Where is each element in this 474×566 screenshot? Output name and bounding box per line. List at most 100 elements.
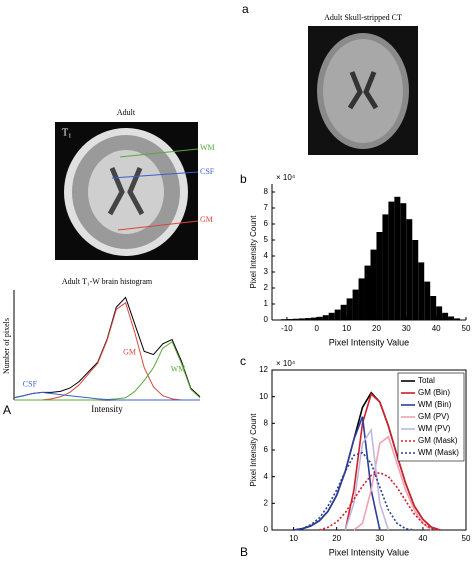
x-tick-label: 50 (462, 324, 471, 333)
legend-label: GM (PV) (418, 412, 449, 421)
x-tick-label: 40 (418, 534, 427, 543)
bar (328, 312, 335, 320)
bar (340, 304, 347, 320)
legend-label: GM (Bin) (418, 388, 450, 397)
series-label: CSF (23, 379, 38, 388)
bar (286, 319, 293, 320)
y-tick-label: 0 (264, 525, 269, 534)
y-tick-label: 4 (264, 251, 269, 260)
panel-label: b (240, 172, 247, 186)
y-tick-label: 7 (264, 203, 269, 212)
bar (352, 289, 359, 320)
x-tick-label: 10 (289, 534, 298, 543)
y-axis-label: Pixel Intensity Count (249, 215, 258, 289)
pointer-line (111, 171, 199, 179)
y-tick-label: 4 (264, 472, 269, 481)
series-label: GM (123, 348, 136, 357)
y-multiplier: × 10⁴ (276, 359, 296, 368)
bar (448, 316, 455, 320)
line-series (293, 451, 415, 531)
bar (298, 318, 305, 320)
legend-label: GM (Mask) (418, 436, 458, 445)
bar (346, 298, 353, 320)
line-series (13, 391, 200, 401)
y-axis-label: Pixel Intensity Count (249, 413, 258, 487)
bar (424, 281, 431, 320)
y-tick-label: 2 (264, 283, 269, 292)
x-tick-label: 50 (462, 534, 471, 543)
line-series (13, 296, 201, 399)
y-multiplier: × 10⁴ (276, 173, 296, 182)
image-title: Adult (117, 108, 136, 117)
bar (322, 315, 329, 320)
bar (280, 319, 287, 320)
ct-image (308, 26, 418, 155)
bar (412, 240, 419, 320)
chart-title: Adult T₁-W brain histogram (62, 277, 153, 286)
panel-label: a (242, 2, 249, 16)
series-label: WM (171, 365, 186, 374)
y-axis-label: Number of pixels (2, 318, 11, 374)
bar (364, 265, 371, 320)
bar (334, 309, 341, 320)
image-annotation: WM (200, 143, 215, 152)
bar (316, 316, 323, 320)
image-annotation: CSF (200, 167, 215, 176)
y-tick-label: 10 (259, 392, 268, 401)
bar (436, 306, 443, 320)
mri-image (55, 122, 198, 260)
panel-label: A (3, 403, 11, 417)
image-tag: T₁ (62, 127, 72, 138)
x-axis-label: Pixel Intensity Value (329, 547, 409, 557)
legend-label: WM (PV) (418, 424, 451, 433)
bar (376, 232, 383, 320)
bar (400, 203, 407, 320)
line-series (319, 471, 441, 531)
x-tick-label: 20 (372, 324, 381, 333)
bar (454, 318, 461, 320)
y-tick-label: 6 (264, 219, 269, 228)
y-tick-label: 3 (264, 267, 269, 276)
line-series (344, 392, 441, 531)
x-axis-label: Intensity (91, 404, 123, 414)
legend-label: Total (418, 376, 435, 385)
line-series (293, 416, 381, 531)
bar (430, 296, 437, 320)
x-tick-label: 40 (432, 324, 441, 333)
x-tick-label: 30 (402, 324, 411, 333)
bar (304, 318, 311, 320)
bar (310, 317, 317, 320)
image-annotation: GM (200, 215, 213, 224)
y-tick-label: 0 (264, 315, 269, 324)
legend-label: WM (Mask) (418, 448, 459, 457)
pointer-line (117, 220, 199, 231)
bar (442, 312, 449, 320)
y-tick-label: 12 (259, 365, 268, 374)
x-tick-label: 20 (332, 534, 341, 543)
line-series (14, 301, 200, 401)
legend-label: WM (Bin) (418, 400, 452, 409)
x-tick-label: -10 (281, 324, 293, 333)
bar (388, 201, 395, 320)
panel-label: B (240, 545, 248, 559)
x-tick-label: 30 (375, 534, 384, 543)
y-tick-label: 6 (264, 445, 269, 454)
panel-label: c (240, 354, 246, 368)
y-tick-label: 8 (264, 418, 269, 427)
bar (358, 278, 365, 320)
bar (292, 318, 299, 320)
bar (370, 249, 377, 320)
bar (382, 214, 389, 320)
line-series (344, 427, 390, 531)
y-tick-label: 5 (264, 235, 269, 244)
x-tick-label: 0 (315, 324, 320, 333)
pointer-line (119, 148, 199, 158)
bar (418, 262, 425, 320)
x-tick-label: 10 (342, 324, 351, 333)
y-tick-label: 8 (264, 187, 269, 196)
image-title: Adult Skull-stripped CT (324, 13, 402, 22)
line-series (353, 435, 432, 531)
bar (406, 219, 413, 320)
y-tick-label: 2 (264, 498, 269, 507)
